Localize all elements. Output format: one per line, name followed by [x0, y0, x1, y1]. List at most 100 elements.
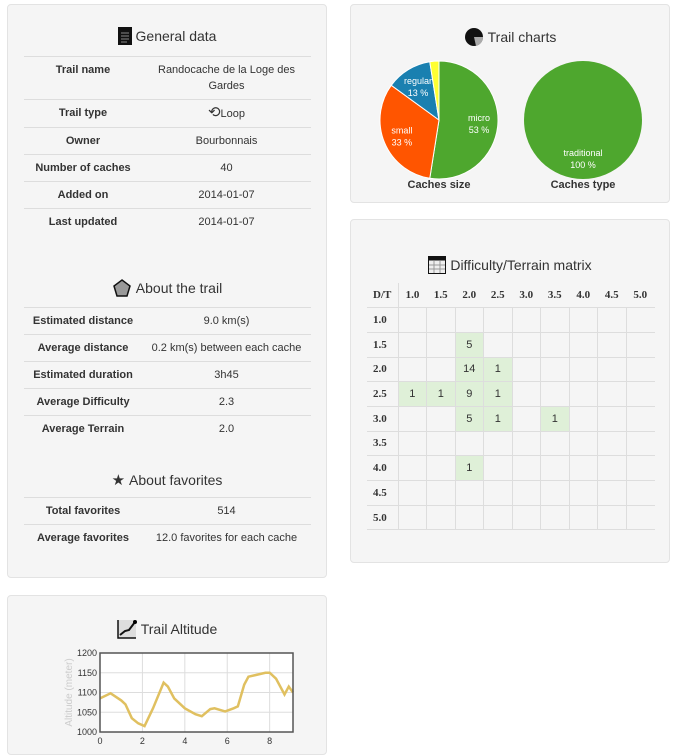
y-axis-label: Altitude (meter) [64, 658, 75, 726]
matrix-cell: 14 [454, 356, 484, 383]
matrix-cell [625, 356, 655, 383]
matrix-cell [597, 331, 627, 358]
row-label: Average favorites [24, 524, 142, 551]
row-value: 2014-01-07 [142, 208, 311, 235]
matrix-cell [397, 331, 427, 358]
matrix-cell [426, 455, 456, 481]
matrix-row: 4.0 1 [367, 455, 655, 481]
table-row: Average favorites 12.0 favorites for each… [24, 524, 311, 551]
matrix-cell [426, 331, 456, 358]
matrix-cell [397, 307, 427, 333]
matrix-cell [568, 331, 598, 358]
terrain-header: 4.5 [597, 283, 626, 309]
value-text: 2.0 [218, 423, 235, 435]
y-tick-label: 1050 [77, 707, 97, 717]
value-text: 514 [217, 505, 236, 517]
matrix-row: 4.5 [367, 480, 655, 506]
pentagon-icon [112, 279, 131, 297]
slice-label: micro [468, 113, 490, 123]
matrix-cell [625, 405, 655, 432]
matrix-cell [540, 480, 570, 506]
terrain-header: 2.5 [483, 283, 512, 309]
corner-header: D/T [367, 283, 399, 309]
row-value: 2014-01-07 [142, 181, 311, 209]
x-tick-label: 4 [182, 736, 187, 746]
value-text: 40 [220, 162, 233, 174]
info-panel: General data Trail name Randocache de la … [7, 4, 327, 578]
matrix-cell [454, 430, 484, 457]
loop-icon: ⟲ [207, 104, 221, 121]
matrix-cell [568, 405, 598, 432]
row-value: 2.0 [142, 415, 311, 442]
value-text: 12.0 favorites for each cache [155, 532, 298, 544]
pie-title: Caches size [408, 179, 471, 191]
y-tick-label: 1200 [77, 648, 97, 658]
matrix-cell [426, 356, 456, 383]
row-value: Randocache de la Loge des Gardes [142, 56, 311, 100]
x-tick-label: 6 [225, 736, 230, 746]
difficulty-header: 2.0 [367, 356, 399, 383]
x-tick-label: 0 [97, 736, 102, 746]
slice-label: traditional [563, 148, 602, 158]
matrix-cell [625, 480, 655, 506]
matrix-cell [511, 430, 541, 457]
matrix-cell [454, 480, 484, 506]
matrix-cell [511, 381, 541, 407]
plot-border [99, 652, 294, 733]
table-row: Estimated distance 9.0 km(s) [24, 307, 311, 335]
matrix-row: 1.5 5 [367, 331, 655, 358]
matrix-cell [483, 331, 513, 358]
matrix-cell [511, 405, 541, 432]
row-value: 40 [142, 154, 311, 182]
table-row: Last updated 2014-01-07 [24, 208, 311, 235]
table-row: Average Difficulty 2.3 [24, 388, 311, 416]
table-row: Total favorites 514 [24, 497, 311, 525]
row-value: 9.0 km(s) [142, 307, 311, 335]
document-icon [117, 27, 132, 45]
pie-charts: micro 53 % small 33 % regular 13 % Caches size… [379, 60, 642, 191]
terrain-header: 3.5 [540, 283, 569, 309]
matrix-cell [625, 504, 655, 531]
row-value: 3h45 [142, 361, 311, 389]
matrix-cell [597, 307, 627, 333]
line-chart-icon [116, 620, 137, 639]
matrix-cell: 1 [483, 405, 513, 432]
table-row: Average Terrain 2.0 [24, 415, 311, 442]
matrix-cell [511, 455, 541, 481]
row-value: 0.2 km(s) between each cache [142, 334, 311, 362]
row-value: 12.0 favorites for each cache [142, 524, 311, 551]
row-label: Last updated [24, 208, 142, 235]
difficulty-header: 1.0 [367, 307, 399, 333]
row-value: Bourbonnais [142, 127, 311, 155]
difficulty-header: 4.5 [367, 480, 399, 506]
star-icon: ★ [111, 472, 126, 489]
row-label: Average Difficulty [24, 388, 142, 416]
matrix-cell [568, 504, 598, 531]
value-text: 0.2 km(s) between each cache [151, 342, 302, 354]
difficulty-header: 5.0 [367, 504, 399, 531]
row-label: Total favorites [24, 497, 142, 525]
row-label: Trail type [24, 99, 142, 128]
slice-percent: 33 % [392, 137, 413, 147]
matrix-cell: 1 [454, 455, 484, 481]
matrix-heading: Difficulty/Terrain matrix [351, 256, 669, 274]
matrix-cell [426, 480, 456, 506]
terrain-header: 5.0 [626, 283, 655, 309]
charts-panel: Trail charts micro 53 % small 33 % regular 13… [350, 4, 670, 203]
matrix-cell [568, 356, 598, 383]
matrix-row: 2.0 14 1 [367, 356, 655, 383]
pie-title: Caches type [551, 179, 616, 191]
matrix-cell [397, 480, 427, 506]
matrix-cell [511, 356, 541, 383]
matrix-cell [397, 405, 427, 432]
matrix-panel: Difficulty/Terrain matrix D/T 1.0 1.5 2.0 2.… [350, 219, 670, 563]
pie-slice [429, 60, 440, 121]
row-label: Average Terrain [24, 415, 142, 442]
matrix-cell [568, 480, 598, 506]
matrix-cell: 5 [454, 331, 484, 358]
trail-charts-heading: Trail charts [351, 27, 669, 47]
matrix-cell [568, 381, 598, 407]
matrix-cell [397, 356, 427, 383]
matrix-cell [511, 331, 541, 358]
matrix-cell [597, 504, 627, 531]
